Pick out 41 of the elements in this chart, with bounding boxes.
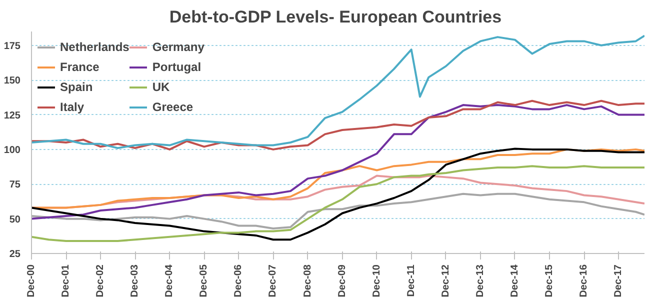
x-tick-label: Dec-06 [233,264,244,298]
y-tick-label: 150 [4,76,21,87]
x-tick-label: Dec-17 [613,264,624,298]
x-tick-label: Dec-10 [371,264,382,298]
y-tick-label: 75 [9,180,21,191]
legend-label: France [60,60,100,74]
x-tick-label: Dec-11 [406,264,417,297]
x-tick-label: Dec-02 [95,264,106,298]
legend-label: Portugal [152,60,202,74]
legend-label: UK [152,80,171,94]
line-series [32,148,644,241]
line-series [32,34,644,150]
legend-label: Italy [60,100,84,114]
line-series [32,192,644,230]
y-tick-label: 25 [9,249,21,260]
x-tick-label: Dec-07 [268,264,279,298]
legend-label: Netherlands [60,40,130,54]
y-tick-label: 50 [9,214,21,226]
legend-label: Spain [60,80,93,94]
chart-title: Debt-to-GDP Levels- European Countries [169,8,502,26]
x-tick-label: Dec-00 [26,264,37,298]
x-tick-label: Dec-01 [60,264,72,298]
x-tick-label: Dec-16 [578,264,590,298]
x-tick-label: Dec-05 [198,264,210,298]
line-series [32,104,644,220]
x-tick-label: Dec-08 [302,264,314,298]
x-tick-label: Dec-14 [509,264,520,298]
legend-label: Greece [152,100,194,114]
x-tick-label: Dec-12 [440,264,452,298]
x-tick-label: Dec-09 [336,264,348,298]
legend-label: Germany [152,40,204,54]
x-tick-label: Dec-15 [544,264,555,298]
line-series [32,100,644,150]
y-tick-label: 175 [4,40,21,52]
x-tick-label: Dec-03 [130,264,141,298]
line-series [32,165,644,242]
x-tick-label: Dec-13 [474,264,486,298]
y-tick-label: 100 [4,144,21,156]
y-tick-label: 125 [4,110,21,122]
x-tick-label: Dec-04 [164,264,176,298]
line-series [32,148,644,209]
